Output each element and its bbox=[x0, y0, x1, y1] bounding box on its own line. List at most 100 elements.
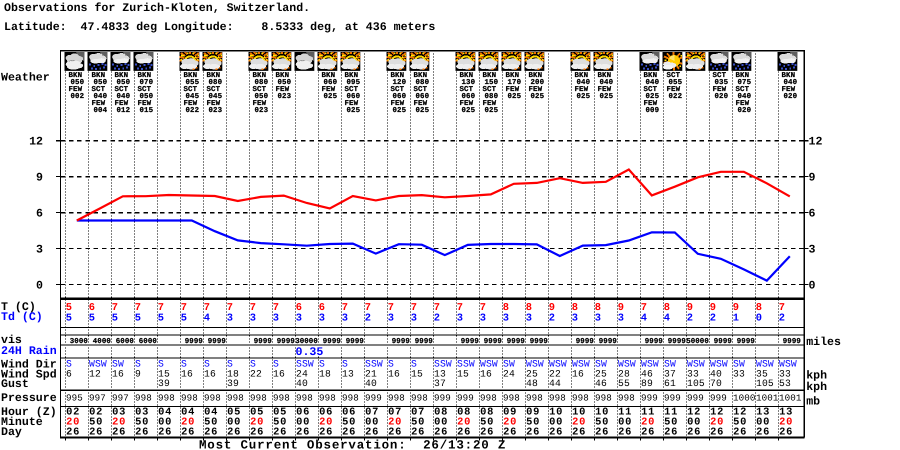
svg-text:26: 26 bbox=[181, 426, 195, 438]
svg-text:SSW: SSW bbox=[457, 359, 475, 370]
svg-text:9: 9 bbox=[809, 172, 816, 185]
svg-text:3: 3 bbox=[526, 312, 532, 324]
svg-text:040: 040 bbox=[117, 93, 131, 101]
svg-text:46: 46 bbox=[595, 378, 607, 389]
svg-text:095: 095 bbox=[347, 79, 361, 87]
svg-text:00: 00 bbox=[365, 417, 379, 429]
svg-text:40: 40 bbox=[365, 378, 377, 389]
svg-text:FEW: FEW bbox=[184, 100, 198, 108]
svg-text:S: S bbox=[342, 359, 348, 370]
svg-text:SCT: SCT bbox=[115, 86, 129, 94]
svg-text:SCT: SCT bbox=[483, 86, 497, 94]
svg-text:26: 26 bbox=[779, 426, 793, 438]
svg-text:FEW: FEW bbox=[345, 100, 359, 108]
svg-text:09: 09 bbox=[503, 406, 517, 418]
svg-text:7: 7 bbox=[365, 302, 371, 314]
svg-text:9: 9 bbox=[710, 302, 716, 314]
svg-text:2: 2 bbox=[549, 312, 555, 324]
svg-text:07: 07 bbox=[388, 406, 402, 418]
svg-text:11: 11 bbox=[618, 406, 632, 418]
svg-text:3000: 3000 bbox=[70, 338, 89, 346]
svg-text:50: 50 bbox=[135, 417, 149, 429]
svg-text:9999: 9999 bbox=[530, 338, 548, 346]
svg-text:SCT: SCT bbox=[184, 86, 198, 94]
svg-text:7: 7 bbox=[112, 302, 118, 314]
svg-text:FEW: FEW bbox=[276, 86, 290, 94]
svg-text:9999: 9999 bbox=[208, 338, 226, 346]
svg-text:998: 998 bbox=[595, 393, 612, 404]
svg-text:50: 50 bbox=[204, 417, 218, 429]
svg-text:SCT: SCT bbox=[92, 86, 106, 94]
svg-text:150: 150 bbox=[485, 79, 499, 87]
svg-text:080: 080 bbox=[255, 79, 269, 87]
svg-text:vis: vis bbox=[1, 334, 22, 347]
svg-text:9999: 9999 bbox=[714, 338, 732, 346]
svg-text:025: 025 bbox=[393, 107, 407, 115]
svg-text:16: 16 bbox=[480, 369, 492, 380]
svg-text:BKN: BKN bbox=[92, 72, 106, 80]
svg-text:SSW: SSW bbox=[434, 359, 452, 370]
svg-text:997: 997 bbox=[112, 393, 129, 404]
svg-text:4000: 4000 bbox=[93, 338, 112, 346]
svg-text:kph: kph bbox=[806, 369, 827, 382]
svg-text:998: 998 bbox=[296, 393, 313, 404]
svg-text:4: 4 bbox=[641, 312, 647, 324]
svg-text:997: 997 bbox=[89, 393, 106, 404]
svg-text:16: 16 bbox=[273, 369, 285, 380]
svg-text:00: 00 bbox=[687, 417, 701, 429]
svg-text:FEW: FEW bbox=[736, 100, 750, 108]
svg-text:Observations for Zurich-Kloten: Observations for Zurich-Kloten, Switzerl… bbox=[4, 2, 310, 15]
svg-text:9: 9 bbox=[549, 302, 555, 314]
svg-text:26: 26 bbox=[342, 426, 356, 438]
svg-text:26: 26 bbox=[365, 426, 379, 438]
svg-text:50: 50 bbox=[733, 417, 747, 429]
svg-text:105: 105 bbox=[687, 378, 705, 389]
svg-text:18: 18 bbox=[227, 369, 239, 380]
svg-text:9999: 9999 bbox=[783, 338, 801, 346]
svg-text:5: 5 bbox=[158, 312, 164, 324]
svg-text:15: 15 bbox=[457, 369, 469, 380]
svg-text:BKN: BKN bbox=[598, 72, 612, 80]
svg-text:22: 22 bbox=[549, 369, 561, 380]
svg-text:080: 080 bbox=[485, 93, 499, 101]
svg-text:Most Current Observation: 26/: Most Current Observation: 26/13:20 Z bbox=[199, 438, 506, 450]
svg-text:2: 2 bbox=[365, 312, 371, 324]
svg-text:70: 70 bbox=[710, 378, 722, 389]
svg-text:FEW: FEW bbox=[506, 86, 520, 94]
svg-text:6: 6 bbox=[319, 302, 325, 314]
svg-text:FEW: FEW bbox=[713, 86, 727, 94]
svg-text:BKN: BKN bbox=[391, 72, 405, 80]
svg-text:37: 37 bbox=[664, 369, 676, 380]
svg-text:06: 06 bbox=[342, 406, 356, 418]
svg-text:BKN: BKN bbox=[253, 72, 267, 80]
svg-text:060: 060 bbox=[416, 93, 430, 101]
svg-text:3: 3 bbox=[342, 312, 348, 324]
svg-text:0: 0 bbox=[756, 312, 762, 324]
svg-text:050: 050 bbox=[255, 93, 269, 101]
svg-text:26: 26 bbox=[204, 426, 218, 438]
svg-text:16: 16 bbox=[204, 369, 216, 380]
svg-text:26: 26 bbox=[434, 426, 448, 438]
svg-text:16: 16 bbox=[181, 369, 193, 380]
svg-text:50: 50 bbox=[480, 417, 494, 429]
svg-text:9999: 9999 bbox=[599, 338, 617, 346]
svg-text:025: 025 bbox=[462, 107, 476, 115]
svg-text:S: S bbox=[204, 359, 210, 370]
svg-text:9999: 9999 bbox=[668, 338, 686, 346]
svg-text:S: S bbox=[411, 359, 417, 370]
svg-text:7: 7 bbox=[227, 302, 233, 314]
svg-text:3: 3 bbox=[503, 312, 509, 324]
svg-text:26: 26 bbox=[480, 426, 494, 438]
svg-text:13: 13 bbox=[342, 369, 354, 380]
svg-text:5: 5 bbox=[135, 312, 141, 324]
svg-text:50: 50 bbox=[411, 417, 425, 429]
svg-text:02: 02 bbox=[89, 406, 103, 418]
svg-text:998: 998 bbox=[342, 393, 359, 404]
svg-text:20: 20 bbox=[181, 417, 195, 429]
svg-text:040: 040 bbox=[600, 79, 614, 87]
svg-text:12: 12 bbox=[733, 406, 747, 418]
svg-text:WSW: WSW bbox=[687, 359, 705, 370]
svg-text:25: 25 bbox=[595, 369, 607, 380]
svg-text:6: 6 bbox=[66, 369, 72, 380]
svg-text:WSW: WSW bbox=[526, 359, 544, 370]
